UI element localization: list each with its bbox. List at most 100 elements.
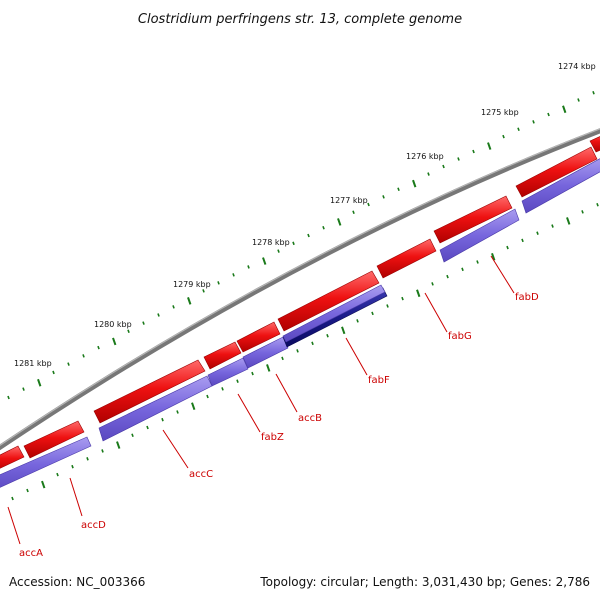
gene-label-fabD: fabD (515, 292, 539, 303)
kbp-minor-tick (251, 371, 254, 376)
kbp-minor-tick (322, 225, 325, 230)
gene-leader-lines (7, 255, 515, 545)
topology-text: Topology: circular; Length: 3,031,430 bp… (259, 575, 590, 589)
kbp-minor-tick (442, 164, 445, 169)
gene-arrow-red[interactable] (376, 238, 437, 279)
kbp-minor-tick (11, 496, 14, 501)
gene-label-accA: accA (19, 548, 43, 559)
kbp-minor-tick (281, 356, 284, 361)
kbp-minor-tick (7, 395, 10, 400)
kbp-label: 1278 kbp (252, 238, 290, 247)
kbp-minor-tick (592, 90, 595, 95)
kbp-label: 1276 kbp (406, 152, 444, 161)
kbp-minor-tick (397, 187, 400, 192)
kbp-minor-tick (352, 210, 355, 214)
kbp-label: 1277 kbp (330, 196, 368, 205)
kbp-major-tick (116, 441, 121, 449)
kbp-minor-tick (356, 319, 359, 323)
kbp-minor-tick (221, 387, 224, 391)
kbp-major-tick (562, 105, 567, 114)
cds-bar[interactable] (282, 284, 386, 343)
kbp-minor-tick (461, 267, 464, 272)
kbp-major-tick (491, 252, 496, 261)
kbp-minor-tick (127, 329, 130, 334)
gene-arrow-red[interactable] (589, 132, 600, 153)
kbp-minor-tick (217, 281, 220, 285)
gene-arrow-red[interactable] (236, 321, 281, 353)
accession-text: Accession: NC_003366 (9, 575, 145, 589)
kbp-minor-tick (371, 311, 374, 316)
kbp-major-tick (37, 378, 42, 387)
kbp-major-tick (266, 364, 271, 372)
kbp-minor-tick (536, 231, 539, 235)
gene-label-accD: accD (81, 520, 106, 531)
kbp-label: 1275 kbp (481, 108, 519, 117)
kbp-minor-tick (146, 425, 149, 430)
kbp-label: 1280 kbp (94, 320, 132, 329)
cds-features (0, 157, 600, 492)
gene-label-fabF: fabF (368, 375, 390, 386)
kbp-major-tick (187, 297, 192, 305)
cds-bar[interactable] (207, 357, 249, 387)
kbp-minor-tick (292, 241, 295, 246)
kbp-minor-tick (22, 387, 25, 391)
kbp-minor-tick (386, 304, 389, 308)
kbp-label: 1274 kbp (558, 62, 596, 71)
kbp-minor-tick (52, 370, 55, 375)
kbp-minor-tick (67, 362, 70, 366)
kbp-minor-tick (161, 417, 164, 422)
kbp-minor-tick (427, 172, 430, 176)
kbp-minor-tick (82, 354, 85, 358)
kbp-minor-tick (431, 282, 434, 286)
kbp-minor-tick (446, 274, 449, 279)
kbp-major-tick (566, 217, 571, 225)
gene-arrow-red[interactable] (0, 445, 25, 473)
kbp-minor-tick (457, 157, 460, 161)
gene-label-fabZ: fabZ (261, 432, 284, 443)
cds-bar[interactable] (242, 336, 289, 369)
kbp-minor-tick (172, 305, 175, 309)
kbp-minor-tick (232, 273, 235, 277)
cds-bar[interactable] (0, 436, 92, 492)
kbp-minor-tick (472, 149, 475, 154)
kbp-minor-tick (296, 349, 299, 353)
gene-arrow-red[interactable] (203, 341, 242, 370)
kbp-minor-tick (86, 457, 89, 461)
gene-label-accB: accB (298, 413, 322, 424)
kbp-minor-tick (476, 260, 479, 264)
kbp-minor-tick (521, 238, 524, 243)
kbp-minor-tick (547, 112, 550, 117)
kbp-minor-tick (532, 120, 535, 124)
kbp-minor-tick (56, 472, 59, 477)
kbp-minor-tick (401, 296, 404, 301)
map-title: Clostridium perfringens str. 13, complet… (138, 12, 462, 27)
gene-arrow-red[interactable] (433, 195, 513, 244)
kbp-minor-tick (71, 464, 74, 469)
kbp-minor-tick (382, 195, 385, 199)
kbp-minor-tick (142, 321, 145, 325)
kbp-minor-tick (502, 134, 505, 139)
gene-arrow-red[interactable] (515, 146, 598, 198)
kbp-minor-tick (176, 410, 179, 414)
kbp-minor-tick (307, 233, 310, 238)
kbp-major-tick (191, 402, 196, 411)
kbp-minor-tick (577, 98, 580, 102)
kbp-minor-tick (26, 488, 29, 493)
kbp-minor-tick (367, 202, 370, 207)
kbp-major-tick (416, 289, 421, 298)
genome-backbone-highlight (0, 128, 600, 447)
cds-bar[interactable] (439, 208, 520, 263)
kbp-minor-tick (596, 202, 599, 207)
gene-label-fabG: fabG (448, 331, 472, 342)
gene-label-accC: accC (189, 469, 213, 480)
cds-bar[interactable] (521, 157, 600, 214)
gene-arrow-red[interactable] (277, 270, 380, 332)
gene-arrow-red[interactable] (93, 359, 206, 424)
gene-arrow-red[interactable] (23, 420, 85, 459)
kbp-minor-tick (131, 433, 134, 438)
kbp-minor-tick (581, 210, 584, 214)
kbp-major-tick (487, 142, 492, 150)
kbp-major-tick (41, 480, 46, 489)
kbp-label: 1281 kbp (14, 359, 52, 368)
kbp-major-tick (341, 326, 346, 335)
